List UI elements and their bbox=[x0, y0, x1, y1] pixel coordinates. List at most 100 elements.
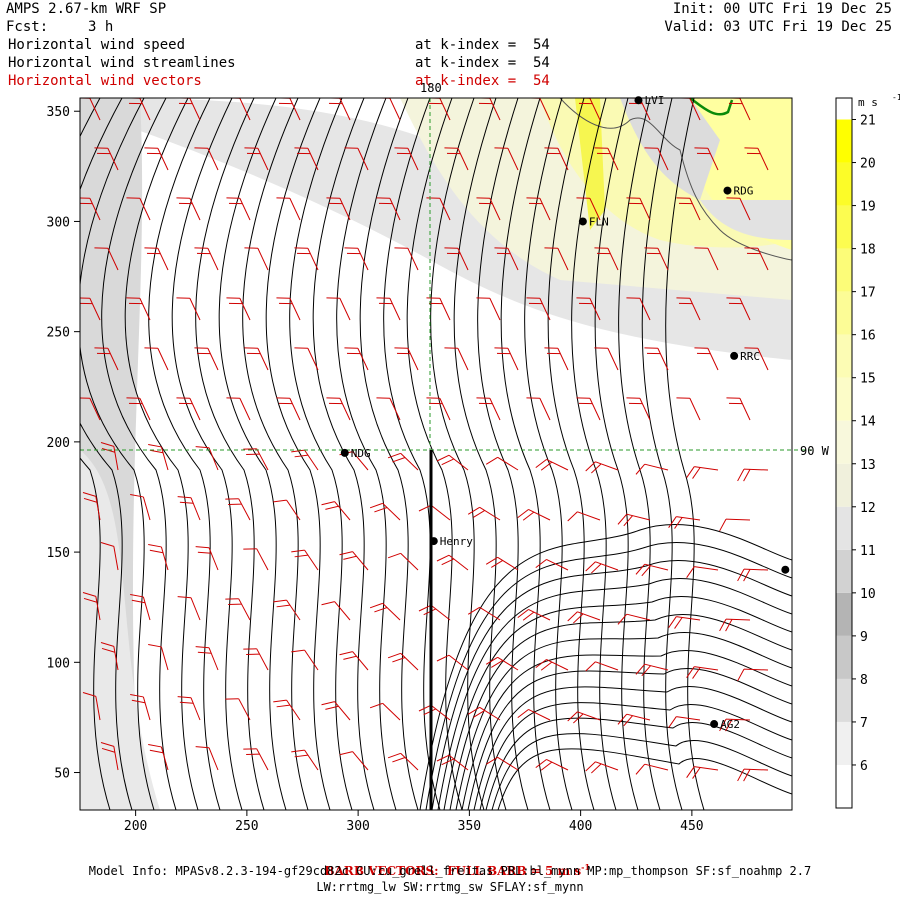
wind-barb bbox=[535, 659, 569, 671]
map-frame bbox=[79, 97, 793, 811]
wind-barb bbox=[686, 566, 719, 578]
wind-barb bbox=[585, 461, 619, 474]
colorbar-tick-label: 12 bbox=[860, 501, 876, 516]
wind-barb bbox=[668, 716, 701, 728]
wind-barb bbox=[436, 754, 469, 771]
streamline bbox=[425, 542, 792, 810]
wind-barb bbox=[144, 247, 169, 271]
wind-barb bbox=[148, 443, 169, 471]
y-axis: 50 100 150 200 250 300 350 bbox=[47, 105, 80, 782]
model-info-line1: Model Info: MPASv8.2.3-194-gf29cd82c CU:… bbox=[88, 864, 812, 878]
wind-barb bbox=[737, 568, 769, 582]
wind-barb bbox=[376, 197, 401, 221]
streamline bbox=[265, 98, 331, 810]
wind-barb bbox=[176, 197, 201, 221]
wind-barb bbox=[737, 768, 769, 782]
colorbar-tick-label: 21 bbox=[860, 114, 876, 129]
wind-barb bbox=[544, 247, 569, 271]
wind-barb bbox=[344, 347, 369, 371]
wind-barb bbox=[476, 197, 501, 221]
wind-barb bbox=[226, 197, 251, 221]
wind-barb bbox=[376, 297, 401, 321]
colorbar-segment bbox=[836, 334, 852, 378]
x-tick-label: 300 bbox=[346, 819, 369, 834]
y-tick-label: 50 bbox=[54, 767, 70, 782]
reference-gridlines bbox=[80, 98, 812, 810]
wind-barb bbox=[626, 297, 651, 321]
wind-barb bbox=[635, 463, 669, 475]
wind-barb bbox=[177, 596, 201, 621]
y-tick-label: 200 bbox=[47, 436, 70, 451]
colorbar-frame bbox=[835, 97, 853, 809]
wind-barb bbox=[635, 763, 669, 775]
wind-barb bbox=[226, 397, 251, 421]
streamline bbox=[491, 733, 792, 810]
wind-barb bbox=[726, 397, 751, 421]
colorbar-segment bbox=[836, 119, 852, 163]
wind-barb bbox=[130, 493, 151, 521]
station-label: NDG bbox=[351, 447, 371, 460]
station-label: Henry bbox=[440, 535, 473, 548]
wind-barb bbox=[339, 551, 369, 571]
wind-barb bbox=[225, 598, 251, 621]
wind-barb bbox=[535, 459, 569, 471]
wind-barb bbox=[594, 347, 619, 371]
streamline bbox=[101, 98, 177, 810]
wind-barb bbox=[635, 663, 669, 677]
wind-barb bbox=[686, 466, 719, 479]
wind-barb bbox=[517, 709, 551, 721]
wind-barb bbox=[594, 147, 619, 171]
streamline bbox=[218, 98, 287, 810]
colorbar-segment bbox=[836, 205, 852, 249]
wind-barb bbox=[82, 492, 101, 521]
streamline bbox=[477, 98, 529, 810]
wind-barb bbox=[243, 548, 269, 571]
wind-barb bbox=[426, 197, 451, 221]
wind-barb bbox=[195, 446, 219, 471]
wind-barb bbox=[744, 347, 769, 371]
station-label: RDG bbox=[733, 185, 753, 198]
wind-barb bbox=[694, 147, 719, 171]
wind-barb bbox=[126, 297, 151, 321]
wind-barb bbox=[737, 468, 769, 482]
station-label: RRC bbox=[740, 350, 760, 363]
streamline bbox=[437, 578, 792, 810]
wind-barb bbox=[294, 147, 319, 171]
wind-barb bbox=[585, 561, 619, 574]
wind-barb bbox=[567, 611, 601, 624]
wind-barb bbox=[226, 297, 251, 321]
colorbar-segment bbox=[836, 549, 852, 593]
colorbar-tick-label: 18 bbox=[860, 243, 876, 258]
wind-barb bbox=[485, 556, 519, 571]
wind-barb bbox=[148, 543, 169, 571]
wind-barb bbox=[177, 496, 201, 521]
streamline bbox=[148, 98, 221, 810]
wind-barb bbox=[291, 549, 319, 571]
wind-barb bbox=[176, 297, 201, 321]
wind-barb bbox=[567, 711, 601, 724]
colorbar-tick-label: 7 bbox=[860, 716, 868, 731]
wind-barb bbox=[668, 616, 701, 629]
wind-barb bbox=[467, 606, 501, 621]
station-label: FLN bbox=[589, 215, 609, 228]
streamline bbox=[461, 650, 792, 810]
colorbar-tick-label: 10 bbox=[860, 587, 876, 602]
field-name-vectors: Horizontal wind vectors bbox=[8, 73, 202, 89]
station-label: AG2 bbox=[720, 718, 740, 731]
wind-barb bbox=[80, 197, 101, 221]
streamline bbox=[665, 98, 705, 810]
wind-barb bbox=[387, 652, 419, 671]
streamline bbox=[524, 98, 573, 810]
streamline bbox=[336, 98, 397, 810]
wind-barb bbox=[585, 761, 619, 774]
wind-barb bbox=[243, 748, 269, 771]
station-unnamed bbox=[781, 565, 790, 574]
wind-barb bbox=[294, 247, 319, 271]
wind-barb bbox=[291, 749, 319, 771]
wind-barb bbox=[291, 449, 319, 471]
wind-barb bbox=[130, 593, 151, 621]
wind-barb bbox=[126, 197, 151, 221]
wind-barb bbox=[426, 297, 451, 321]
wind-barb bbox=[726, 297, 751, 321]
field-name-speed: Horizontal wind speed bbox=[8, 37, 186, 53]
